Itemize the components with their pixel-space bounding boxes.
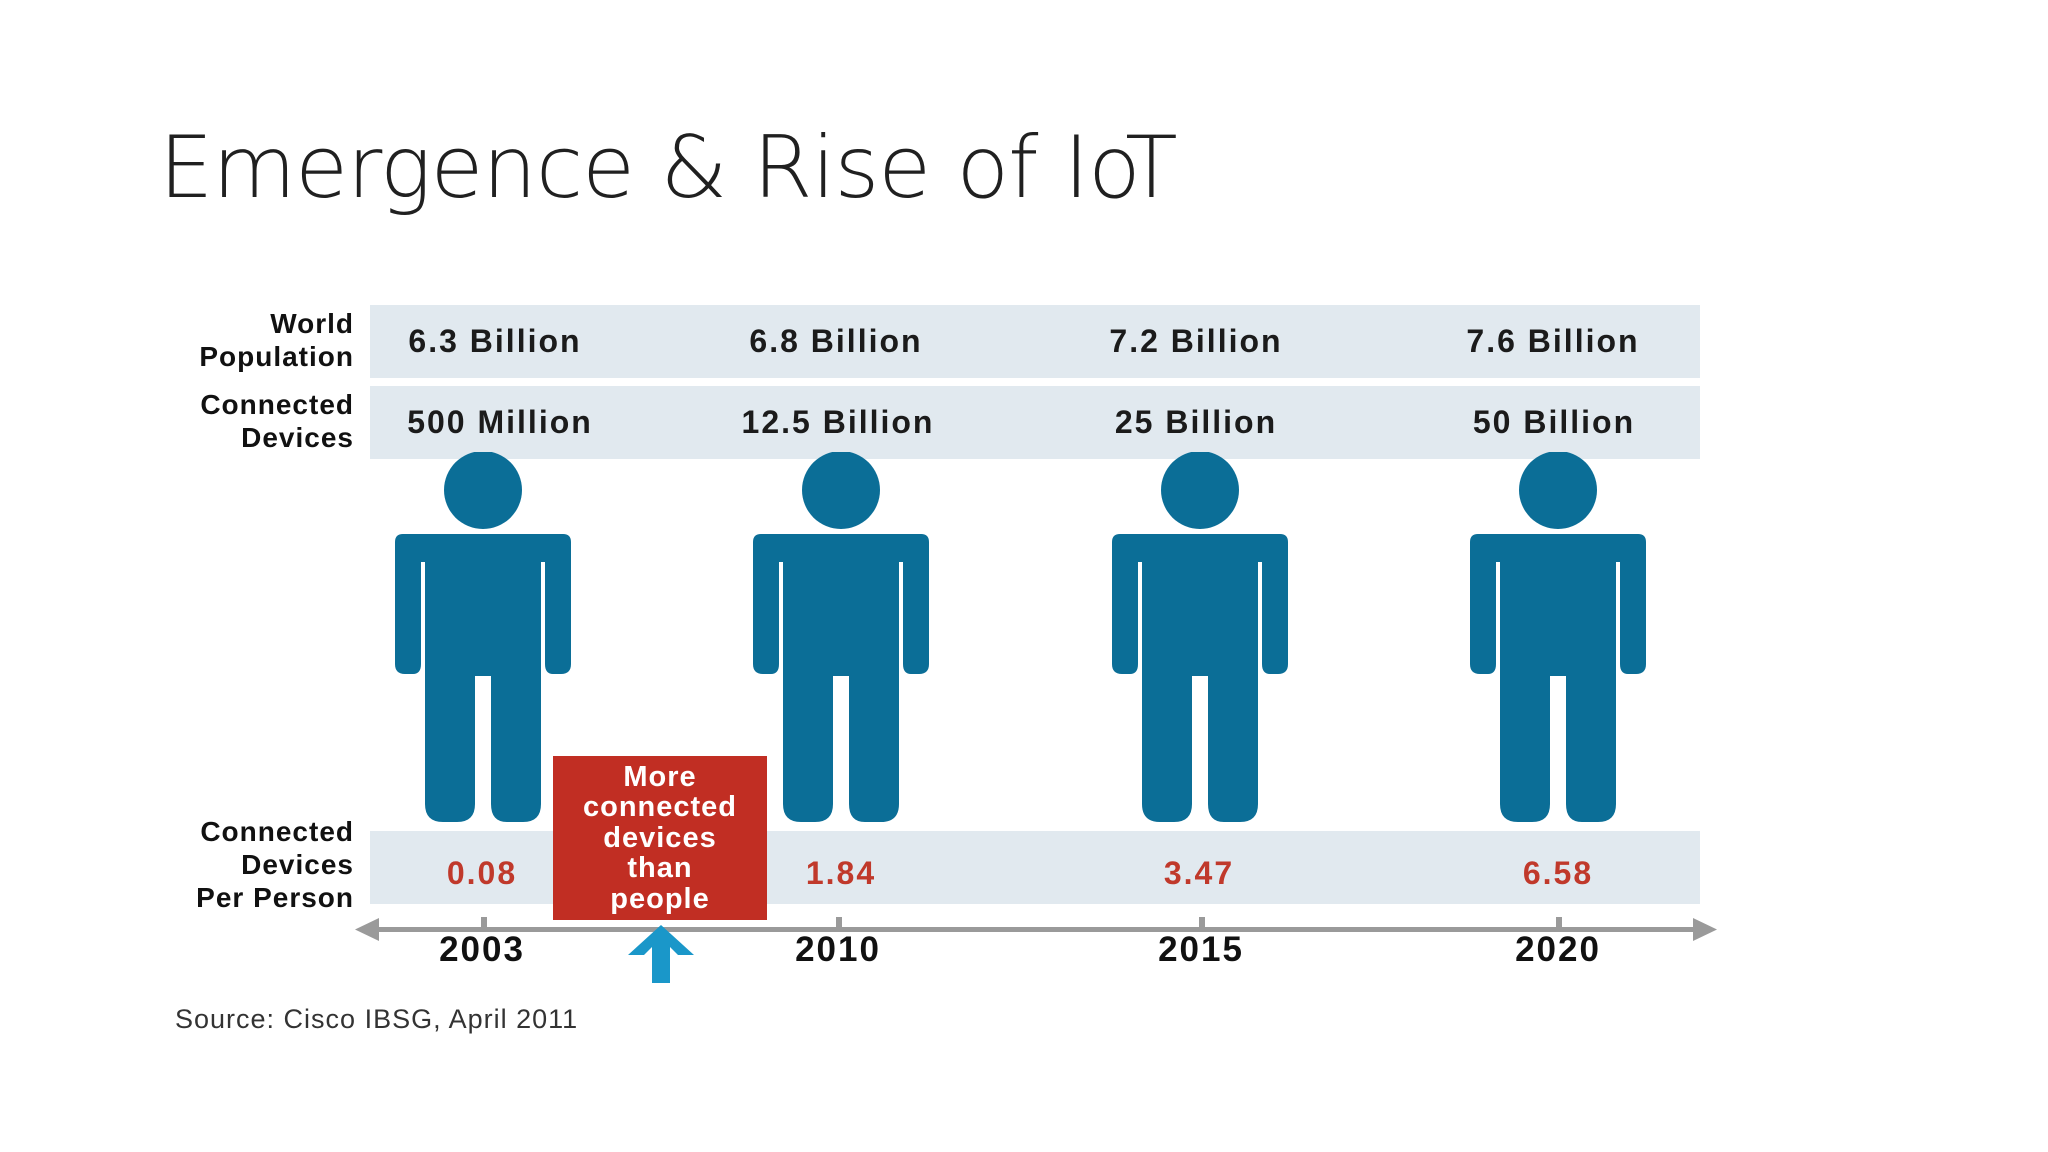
up-arrow-icon bbox=[628, 925, 694, 983]
population-band bbox=[370, 305, 1700, 378]
row-label-text: World Population bbox=[199, 308, 354, 372]
per-person-value: 6.58 bbox=[1522, 855, 1594, 891]
year-label: 2020 bbox=[1515, 930, 1601, 969]
devices-value: 500 Million bbox=[407, 404, 593, 440]
year-label: 2015 bbox=[1158, 930, 1244, 969]
devices-value: 50 Billion bbox=[1472, 404, 1636, 440]
person-icon bbox=[1470, 452, 1646, 822]
callout-text: More connected devices than people bbox=[582, 760, 738, 915]
population-value: 6.3 Billion bbox=[408, 323, 582, 359]
person-icon bbox=[753, 452, 929, 822]
person-icon bbox=[395, 452, 571, 822]
source-caption: Source: Cisco IBSG, April 2011 bbox=[175, 1004, 579, 1034]
row-label-text: Connected Devices Per Person bbox=[196, 816, 354, 913]
devices-band bbox=[370, 386, 1700, 459]
row-label-world-population: World Population bbox=[199, 307, 354, 373]
year-label: 2010 bbox=[795, 930, 881, 969]
row-label-text: Connected Devices bbox=[200, 389, 354, 453]
row-label-connected-devices: Connected Devices bbox=[200, 388, 354, 454]
per-person-value: 1.84 bbox=[805, 855, 877, 891]
per-person-value: 0.08 bbox=[446, 855, 518, 891]
devices-value: 12.5 Billion bbox=[741, 404, 935, 440]
row-label-devices-per-person: Connected Devices Per Person bbox=[196, 815, 354, 914]
slide-title: Emergence & Rise of IoT bbox=[159, 118, 1178, 218]
person-icon bbox=[1112, 452, 1288, 822]
devices-value: 25 Billion bbox=[1114, 404, 1278, 440]
per-person-value: 3.47 bbox=[1163, 855, 1235, 891]
timeline-axis bbox=[355, 917, 1717, 941]
population-value: 7.6 Billion bbox=[1466, 323, 1640, 359]
year-label: 2003 bbox=[439, 930, 525, 969]
population-value: 6.8 Billion bbox=[749, 323, 923, 359]
population-value: 7.2 Billion bbox=[1109, 323, 1283, 359]
callout-box: More connected devices than people bbox=[553, 756, 767, 920]
